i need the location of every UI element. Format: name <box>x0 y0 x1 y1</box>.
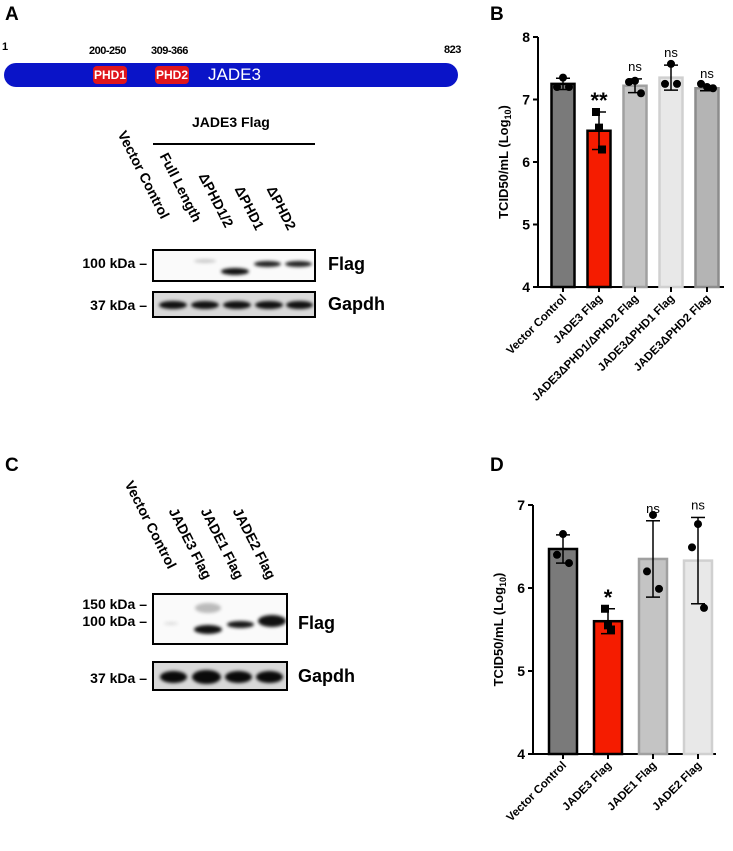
phd1-range: 200-250 <box>89 45 126 57</box>
data-point <box>649 510 657 519</box>
data-point <box>595 123 603 132</box>
marker-37kda: 37 kDa – <box>90 670 147 686</box>
significance-label: ns <box>700 66 714 81</box>
data-point <box>559 530 567 539</box>
bar <box>592 619 624 756</box>
data-point <box>559 73 567 82</box>
data-point <box>703 83 711 91</box>
row-label-flag: Flag <box>328 254 366 274</box>
marker-100kda: 100 kDa – <box>82 255 147 271</box>
row-label-flag: Flag <box>298 613 336 633</box>
blot-a-group-label: JADE3 Flag <box>192 114 270 130</box>
panel-label-c: C <box>5 455 19 476</box>
blot-c-gapdh <box>152 661 288 691</box>
blot-c-flag <box>152 593 288 645</box>
data-point <box>661 79 669 88</box>
y-tick-label: 5 <box>517 663 525 679</box>
y-axis-label: TCID50/mL (Log10) <box>496 105 513 219</box>
y-tick-label: 6 <box>522 154 530 170</box>
data-point <box>565 83 573 91</box>
significance-label: ns <box>691 497 705 512</box>
data-point <box>592 108 600 116</box>
protein-bar <box>4 63 458 87</box>
blot-a-gapdh <box>152 291 316 318</box>
data-point <box>565 559 573 568</box>
marker-150kda: 150 kDa – <box>82 596 147 612</box>
group-bracket-line <box>153 143 315 145</box>
marker-37kda: 37 kDa – <box>90 297 147 313</box>
panel-label-a: A <box>5 4 19 25</box>
y-tick-label: 7 <box>522 92 530 108</box>
protein-end: 823 <box>444 44 461 56</box>
data-point <box>697 79 705 88</box>
y-tick-label: 7 <box>517 497 525 513</box>
data-point <box>694 520 702 529</box>
significance-label: * <box>604 585 613 610</box>
data-point <box>553 550 561 559</box>
protein-start: 1 <box>2 41 8 53</box>
data-point <box>604 621 612 630</box>
data-point <box>643 567 651 576</box>
data-point <box>607 625 615 634</box>
data-point <box>688 543 696 552</box>
significance-label: ** <box>590 88 608 113</box>
phd2-domain: PHD2 <box>155 66 189 84</box>
data-point <box>625 78 633 86</box>
significance-label: ns <box>664 45 678 60</box>
y-tick-label: 4 <box>517 746 525 762</box>
y-tick-label: 6 <box>517 580 525 596</box>
panel-label-d: D <box>490 455 504 476</box>
data-point <box>631 76 639 85</box>
blot-a-flag <box>152 249 316 282</box>
protein-name: JADE3 <box>208 65 261 84</box>
significance-label: ns <box>646 501 660 516</box>
x-tick-label: Vector Control <box>505 760 570 825</box>
data-point <box>673 79 681 88</box>
data-point <box>553 83 561 91</box>
marker-100kda: 100 kDa – <box>82 613 147 629</box>
y-tick-label: 5 <box>522 217 530 233</box>
y-tick-label: 8 <box>522 29 530 45</box>
panel-label-b: B <box>490 4 504 25</box>
phd1-domain: PHD1 <box>93 66 127 84</box>
data-point <box>601 604 609 613</box>
data-point <box>700 603 708 612</box>
bar <box>547 547 579 756</box>
y-tick-label: 4 <box>522 279 530 295</box>
row-label-gapdh: Gapdh <box>298 666 355 686</box>
data-point <box>667 59 675 68</box>
data-point <box>598 145 606 154</box>
y-axis-label: TCID50/mL (Log10) <box>491 573 508 687</box>
phd2-range: 309-366 <box>151 45 188 57</box>
data-point <box>655 584 663 593</box>
row-label-gapdh: Gapdh <box>328 294 385 314</box>
data-point <box>709 84 717 93</box>
significance-label: ns <box>628 59 642 74</box>
data-point <box>637 89 645 98</box>
